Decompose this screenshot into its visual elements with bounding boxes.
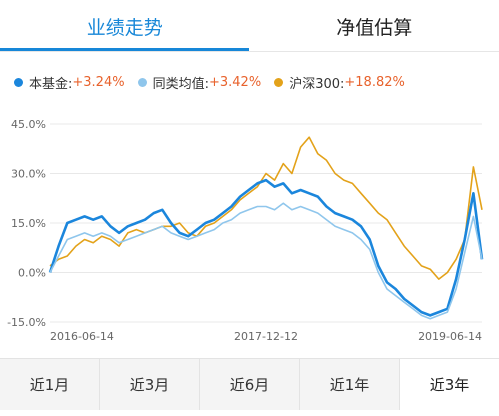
legend-dot-csi300 bbox=[274, 77, 284, 87]
x-tick-label: 2017-12-12 bbox=[234, 330, 298, 343]
legend-name-csi300: 沪深300: bbox=[289, 76, 345, 92]
y-tick-label: -15.0% bbox=[7, 316, 46, 329]
series-line bbox=[49, 202, 483, 320]
range-6-month-button[interactable]: 近6月 bbox=[200, 359, 300, 410]
y-tick-label: 45.0% bbox=[11, 118, 46, 131]
legend-dot-fund bbox=[14, 77, 23, 87]
chart-legend: 本基金: +3.24% 同类均值: +3.42% 沪深300: +18.82% bbox=[14, 72, 418, 92]
top-tabs: 业绩走势 净值估算 bbox=[0, 0, 499, 52]
active-tab-underline bbox=[0, 48, 249, 51]
y-tick-label: 0.0% bbox=[18, 267, 46, 280]
x-tick-label: 2016-06-14 bbox=[50, 330, 114, 343]
range-3-year-button[interactable]: 近3年 bbox=[400, 359, 499, 410]
legend-value-peer-average: +3.42% bbox=[208, 74, 262, 90]
series-line bbox=[48, 178, 484, 317]
x-tick-label: 2019-06-14 bbox=[418, 330, 482, 343]
y-tick-label: 30.0% bbox=[11, 168, 46, 181]
legend-name-fund: 本基金: bbox=[29, 76, 73, 92]
legend-item-fund: 本基金: +3.24% bbox=[14, 73, 125, 92]
range-3-month-button[interactable]: 近3月 bbox=[100, 359, 200, 410]
tab-performance[interactable]: 业绩走势 bbox=[86, 16, 163, 39]
legend-value-csi300: +18.82% bbox=[344, 74, 405, 90]
performance-chart[interactable]: 45.0% 30.0% 15.0% 0.0% -15.0% 2016-06-14 2017-… bbox=[0, 110, 499, 350]
range-1-month-button[interactable]: 近1月 bbox=[0, 359, 100, 410]
range-1-year-button[interactable]: 近1年 bbox=[300, 359, 400, 410]
legend-item-csi300: 沪深300: +18.82% bbox=[274, 73, 405, 92]
legend-value-fund: +3.24% bbox=[72, 74, 125, 90]
series-line bbox=[49, 136, 483, 280]
tab-nav-estimate[interactable]: 净值估算 bbox=[336, 16, 413, 39]
y-tick-label: 15.0% bbox=[11, 217, 46, 230]
legend-item-peer-average: 同类均值: +3.42% bbox=[137, 73, 262, 92]
time-range-selector: 近1月 近3月 近6月 近1年 近3年 bbox=[0, 358, 499, 410]
tab-divider bbox=[0, 51, 499, 52]
legend-dot-peer-average bbox=[137, 77, 147, 87]
legend-name-peer-average: 同类均值: bbox=[152, 76, 209, 92]
